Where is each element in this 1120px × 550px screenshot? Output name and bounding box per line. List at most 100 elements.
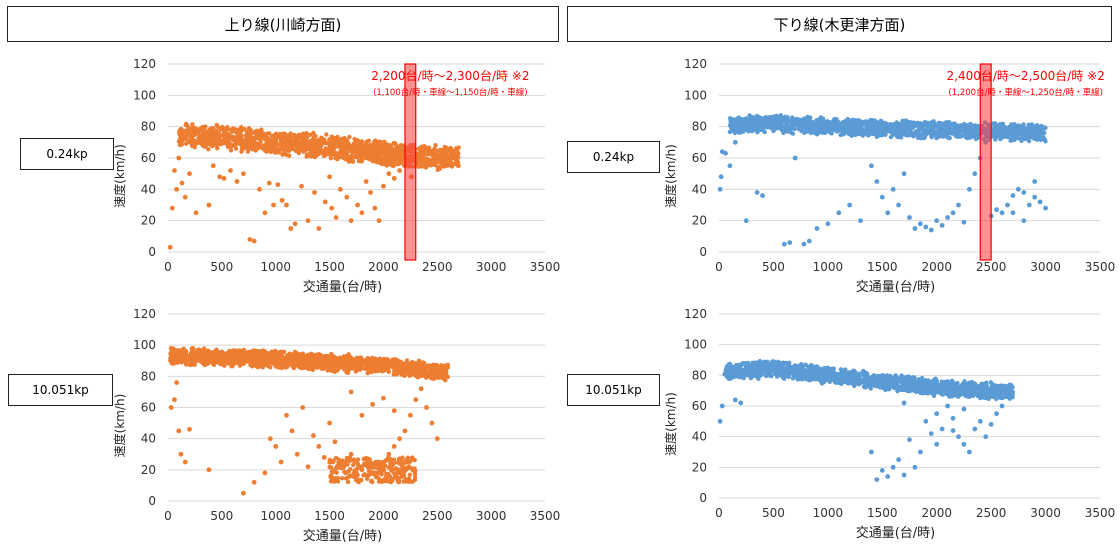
data-point (903, 128, 908, 133)
data-point (220, 359, 226, 364)
data-point (339, 476, 345, 481)
data-point (289, 428, 295, 434)
data-point (295, 140, 300, 146)
data-point (317, 144, 323, 149)
data-point (347, 354, 352, 360)
data-point (396, 467, 402, 472)
data-point (188, 140, 193, 145)
data-point (316, 137, 321, 143)
x-axis-label: 交通量(台/時) (856, 279, 936, 295)
data-point (253, 148, 258, 153)
data-point (1037, 199, 1043, 205)
data-point (404, 479, 410, 484)
data-point (339, 136, 344, 142)
data-point (885, 210, 891, 216)
x-tick-label: 2500 (976, 260, 1007, 274)
data-point (270, 144, 276, 149)
data-point (991, 128, 996, 133)
data-point (392, 475, 398, 480)
data-point (322, 199, 328, 205)
data-point (328, 473, 333, 479)
x-tick-label: 2000 (921, 260, 952, 274)
data-point (875, 128, 880, 134)
data-point (361, 142, 367, 148)
data-point (923, 224, 929, 230)
data-point (251, 479, 257, 485)
data-point (284, 202, 289, 208)
data-point (193, 210, 199, 216)
data-point (397, 168, 402, 173)
data-point (875, 121, 880, 127)
data-point (814, 226, 820, 231)
data-point (196, 349, 201, 354)
x-tick-label: 1000 (260, 260, 291, 274)
data-point (434, 375, 439, 380)
data-point (805, 116, 810, 121)
data-point (347, 366, 352, 372)
data-point (169, 348, 174, 353)
data-point (313, 358, 318, 363)
data-point (316, 444, 322, 449)
data-point (260, 143, 266, 148)
data-point (907, 215, 912, 220)
data-point (866, 127, 872, 133)
data-point (890, 186, 896, 192)
y-tick-label: 120 (684, 307, 707, 321)
data-point (410, 468, 416, 473)
data-point (217, 139, 222, 145)
data-point (864, 124, 869, 129)
x-tick-label: 1500 (867, 260, 898, 274)
data-point (754, 190, 760, 195)
data-point (286, 153, 292, 158)
data-point (392, 155, 397, 160)
data-point (213, 350, 219, 356)
band-label-sub: (1,100台/時・車線〜1,150台/時・車線) (373, 87, 528, 98)
data-point (343, 470, 349, 476)
data-point (340, 140, 346, 146)
data-point (738, 129, 743, 134)
data-point (420, 149, 425, 154)
kp-label-bottom-left: 10.051kp (8, 374, 113, 406)
data-point (234, 131, 240, 136)
data-point (1010, 134, 1015, 140)
data-point (769, 115, 774, 120)
data-point (309, 154, 314, 159)
y-tick-label: 80 (692, 368, 707, 382)
data-point (901, 171, 907, 177)
data-point (973, 136, 979, 142)
data-point (814, 125, 819, 130)
data-point (311, 433, 316, 438)
data-point (354, 466, 359, 472)
data-point (760, 193, 765, 199)
data-point (756, 116, 761, 121)
data-point (186, 355, 191, 361)
data-point (388, 148, 394, 153)
data-point (1021, 218, 1027, 224)
data-point (337, 186, 343, 192)
data-point (376, 479, 382, 484)
data-point (819, 128, 824, 133)
x-tick-label: 1000 (260, 509, 291, 523)
data-point (388, 461, 393, 467)
data-point (332, 439, 338, 445)
data-point (787, 240, 793, 246)
x-tick-label: 2500 (422, 509, 453, 523)
scatter-points (168, 345, 451, 496)
data-point (400, 371, 405, 376)
x-tick-label: 0 (164, 509, 172, 523)
data-point (409, 372, 415, 377)
data-point (183, 141, 189, 146)
data-point (213, 141, 218, 146)
kp-label-top-right: 0.24kp (567, 141, 660, 173)
data-point (239, 137, 245, 142)
data-point (804, 125, 809, 130)
data-point (925, 122, 930, 128)
data-point (176, 155, 182, 161)
data-point (410, 359, 415, 365)
data-point (374, 141, 379, 147)
data-point (419, 156, 425, 161)
data-point (772, 119, 777, 125)
data-point (370, 401, 376, 407)
data-point (257, 364, 262, 369)
data-point (305, 356, 311, 361)
